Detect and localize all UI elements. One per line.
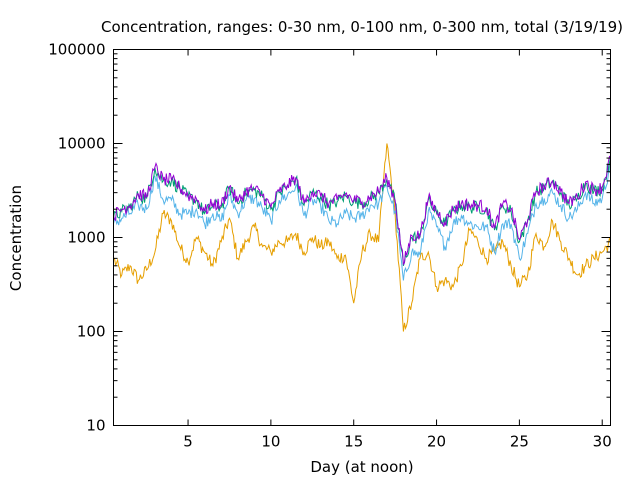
x-axis: 5 10 15 20 25 30 xyxy=(183,49,612,451)
y-tick-label: 10000 xyxy=(58,135,106,153)
x-tick-label: 10 xyxy=(261,433,280,451)
series-line-2 xyxy=(113,164,611,281)
series-line-4 xyxy=(113,155,611,266)
x-tick-label: 20 xyxy=(427,433,446,451)
x-tick-label: 15 xyxy=(344,433,363,451)
x-tick-label: 25 xyxy=(510,433,529,451)
y-axis: 10 100 1000 10000 100000 xyxy=(48,41,611,435)
series-layer xyxy=(113,143,611,332)
series-line-1 xyxy=(113,143,611,332)
y-tick-label: 10 xyxy=(86,417,105,435)
x-tick-label: 30 xyxy=(593,433,612,451)
x-axis-label: Day (at noon) xyxy=(310,458,413,476)
y-axis-label: Concentration xyxy=(7,185,25,291)
x-tick-label: 5 xyxy=(183,433,193,451)
plot-frame xyxy=(113,49,611,426)
chart-title: Concentration, ranges: 0-30 nm, 0-100 nm… xyxy=(101,18,623,36)
y-tick-label: 1000 xyxy=(67,229,105,247)
y-tick-label: 100 xyxy=(77,323,106,341)
y-tick-label: 100000 xyxy=(48,41,105,59)
